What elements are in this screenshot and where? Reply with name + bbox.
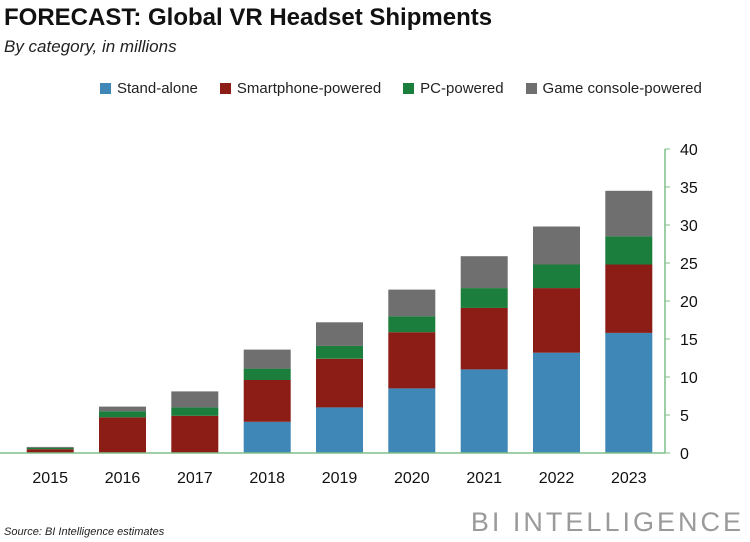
legend-item-game-console-powered: Game console-powered <box>525 79 702 97</box>
x-tick-label-2018: 2018 <box>249 470 285 487</box>
chart-title: FORECAST: Global VR Headset Shipments <box>4 4 493 31</box>
bar-segment-stand-alone-2021 <box>460 369 508 453</box>
legend-label-game-console-powered: Game console-powered <box>542 79 702 97</box>
x-tick-label-2017: 2017 <box>177 470 213 487</box>
x-tick-label-2023: 2023 <box>611 470 647 487</box>
y-tick-label-30: 30 <box>680 218 698 235</box>
bar-segment-game-console-powered-2023 <box>605 190 653 237</box>
bar-segment-pc-powered-2015 <box>26 447 74 450</box>
bar-segment-stand-alone-2020 <box>388 388 436 453</box>
bar-segment-game-console-powered-2015 <box>26 446 74 448</box>
bar-segment-smartphone-powered-2021 <box>460 307 508 370</box>
bar-segment-pc-powered-2021 <box>460 288 508 308</box>
bar-segment-game-console-powered-2018 <box>243 349 291 369</box>
bar-segment-pc-powered-2020 <box>388 316 436 333</box>
bar-segment-game-console-powered-2017 <box>171 391 219 408</box>
bar-segment-smartphone-powered-2023 <box>605 264 653 333</box>
bar-segment-smartphone-powered-2015 <box>26 449 74 453</box>
legend-swatch-stand-alone <box>100 82 111 94</box>
chart-legend: Stand-alone Smartphone-powered PC-powere… <box>100 78 724 98</box>
legend-label-stand-alone: Stand-alone <box>117 79 198 97</box>
bar-segment-smartphone-powered-2017 <box>171 415 219 453</box>
y-tick-label-35: 35 <box>680 180 698 197</box>
legend-item-smartphone-powered: Smartphone-powered <box>219 79 382 97</box>
y-tick-label-10: 10 <box>680 370 698 387</box>
bar-segment-game-console-powered-2016 <box>99 406 146 412</box>
y-tick-label-25: 25 <box>680 256 698 273</box>
y-tick-label-15: 15 <box>680 332 698 349</box>
x-tick-label-2016: 2016 <box>105 470 141 487</box>
x-tick-label-2021: 2021 <box>466 470 502 487</box>
bar-segment-stand-alone-2018 <box>243 421 291 453</box>
bar-segment-game-console-powered-2021 <box>460 256 508 289</box>
bar-segment-pc-powered-2019 <box>316 345 363 359</box>
bar-segment-smartphone-powered-2022 <box>533 288 580 353</box>
x-tick-label-2022: 2022 <box>539 470 575 487</box>
bar-segment-pc-powered-2023 <box>605 236 653 265</box>
bar-segment-stand-alone-2019 <box>316 407 363 453</box>
bar-segment-game-console-powered-2019 <box>316 322 363 346</box>
x-tick-label-2015: 2015 <box>32 470 68 487</box>
source-note: Source: BI Intelligence estimates <box>4 526 165 538</box>
bar-segment-pc-powered-2022 <box>533 264 580 289</box>
chart-subtitle: By category, in millions <box>4 37 177 56</box>
bar-segment-smartphone-powered-2020 <box>388 332 436 389</box>
bar-segment-smartphone-powered-2019 <box>316 358 363 408</box>
bar-segment-game-console-powered-2020 <box>388 289 436 317</box>
legend-swatch-smartphone-powered <box>219 82 231 94</box>
legend-item-pc-powered: PC-powered <box>403 79 504 97</box>
legend-swatch-game-console-powered <box>525 82 537 94</box>
y-tick-label-40: 40 <box>680 142 698 159</box>
legend-swatch-pc-powered <box>403 82 415 94</box>
x-tick-label-2019: 2019 <box>322 470 358 487</box>
y-tick-label-0: 0 <box>680 446 689 463</box>
bar-segment-stand-alone-2023 <box>605 332 653 453</box>
bar-segment-game-console-powered-2022 <box>533 226 580 265</box>
x-tick-label-2020: 2020 <box>394 470 430 487</box>
bar-segment-pc-powered-2016 <box>99 411 146 418</box>
y-tick-label-20: 20 <box>680 294 698 311</box>
bar-segment-smartphone-powered-2018 <box>243 380 291 422</box>
brand-logo-text: BI INTELLIGENCE <box>470 507 744 537</box>
legend-item-stand-alone: Stand-alone <box>100 80 198 97</box>
bar-segment-pc-powered-2018 <box>243 368 291 380</box>
bar-segment-pc-powered-2017 <box>171 407 219 416</box>
y-tick-label-5: 5 <box>680 408 689 425</box>
legend-label-smartphone-powered: Smartphone-powered <box>236 79 382 97</box>
bar-segment-smartphone-powered-2016 <box>99 417 146 453</box>
bar-segment-stand-alone-2022 <box>533 352 580 453</box>
legend-label-pc-powered: PC-powered <box>420 79 504 97</box>
